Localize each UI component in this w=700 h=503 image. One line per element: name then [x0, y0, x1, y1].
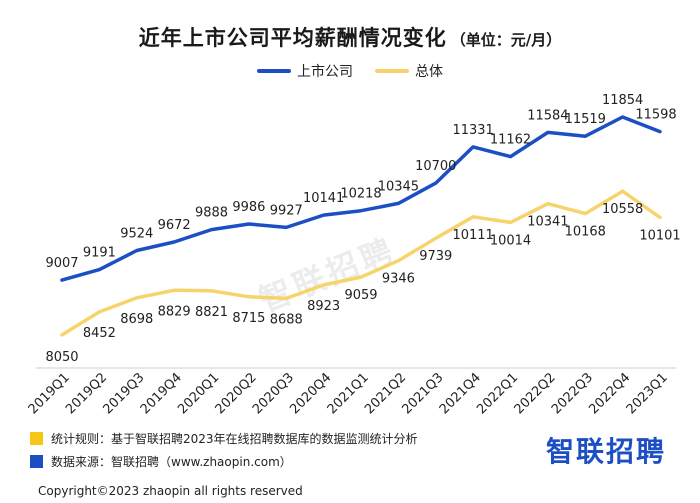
source-text: 数据来源：智联招聘（www.zhaopin.com）: [51, 455, 292, 469]
data-label: 9524: [120, 226, 153, 241]
legend-swatch-listed: [257, 69, 291, 73]
series-line-listed: [60, 115, 662, 282]
legend-swatch-overall: [375, 69, 409, 73]
data-label: 10111: [452, 228, 493, 243]
data-label: 9739: [419, 249, 452, 264]
data-label: 10218: [340, 187, 381, 202]
data-label: 9986: [232, 200, 265, 215]
data-label: 11519: [565, 112, 606, 127]
legend-item-listed: 上市公司: [257, 61, 353, 81]
series-line-overall: [60, 189, 662, 337]
data-label: 10141: [303, 191, 344, 206]
data-label: 10341: [527, 215, 568, 230]
data-label: 10345: [378, 179, 419, 194]
x-tick-label: 2023Q1: [624, 370, 671, 417]
data-label: 9346: [382, 272, 415, 287]
source-square-icon: [30, 455, 43, 468]
data-label: 9059: [344, 288, 377, 303]
data-label: 10558: [602, 202, 643, 217]
chart-title: 近年上市公司平均薪酬情况变化: [138, 26, 447, 50]
data-label: 8829: [158, 304, 191, 319]
data-label: 11584: [527, 108, 568, 123]
data-label: 8050: [45, 350, 78, 365]
data-label: 9672: [158, 218, 191, 233]
copyright: Copyright©2023 zhaopin all rights reserv…: [38, 484, 303, 498]
legend-label-listed: 上市公司: [297, 64, 353, 80]
data-label: 11598: [635, 108, 676, 123]
chart-subtitle: （单位：元/月）: [450, 31, 562, 49]
data-label: 9888: [195, 206, 228, 221]
footer-source: 数据来源：智联招聘（www.zhaopin.com）: [30, 453, 292, 470]
chart-title-block: 近年上市公司平均薪酬情况变化 （单位：元/月）: [0, 22, 700, 52]
rule-text: 统计规则：基于智联招聘2023年在线招聘数据库的数据监测统计分析: [51, 432, 418, 446]
footer-rule: 统计规则：基于智联招聘2023年在线招聘数据库的数据监测统计分析: [30, 430, 418, 447]
legend-label-overall: 总体: [415, 64, 443, 80]
data-label: 11162: [490, 133, 531, 148]
brand-logo: 智联招聘: [545, 435, 666, 468]
data-label: 10700: [415, 159, 456, 174]
data-label: 8698: [120, 312, 153, 327]
data-label: 9191: [83, 246, 116, 261]
data-label: 11331: [452, 123, 493, 138]
data-label: 8923: [307, 299, 340, 314]
rule-square-icon: [30, 432, 43, 445]
data-label: 10168: [565, 225, 606, 240]
chart-legend: 上市公司 总体: [0, 61, 700, 81]
data-label: 10101: [639, 228, 680, 243]
legend-item-overall: 总体: [375, 61, 443, 81]
data-label: 8452: [83, 326, 116, 341]
data-label: 8821: [195, 305, 228, 320]
data-label: 11854: [602, 93, 643, 108]
data-label: 9927: [270, 203, 303, 218]
data-label: 8715: [232, 311, 265, 326]
data-label: 9007: [45, 256, 78, 271]
data-label: 8688: [270, 312, 303, 327]
data-label: 10014: [490, 233, 531, 248]
